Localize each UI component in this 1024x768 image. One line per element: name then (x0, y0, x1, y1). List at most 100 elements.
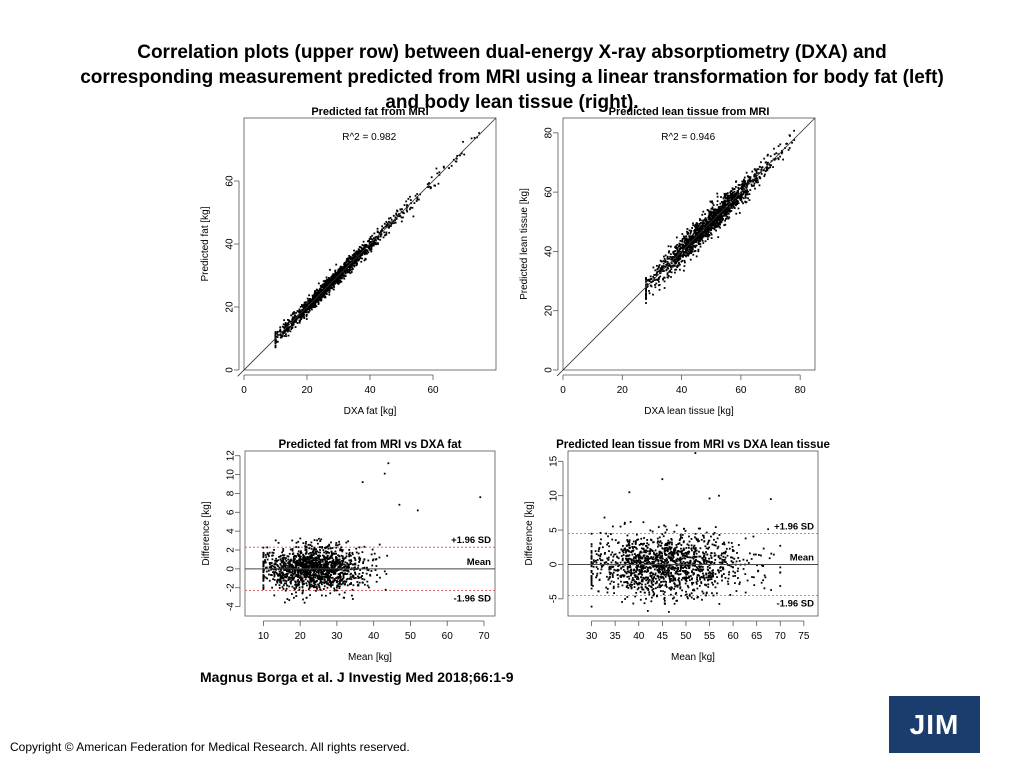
data-point (340, 583, 343, 586)
data-point (721, 561, 724, 563)
data-point (337, 566, 340, 569)
data-point (274, 339, 277, 342)
data-point (679, 254, 682, 257)
data-point (346, 268, 349, 271)
data-point (713, 220, 716, 223)
data-point (666, 257, 669, 260)
data-point (306, 308, 309, 311)
data-point (770, 164, 773, 167)
data-point (730, 203, 733, 205)
data-point (653, 279, 656, 281)
data-point (375, 243, 378, 246)
data-point (384, 225, 387, 228)
data-point (355, 264, 358, 267)
data-point (297, 562, 300, 565)
data-point (646, 557, 649, 560)
data-point (333, 273, 336, 276)
data-point (321, 295, 324, 298)
data-point (715, 220, 718, 222)
data-point (755, 170, 758, 173)
data-point (274, 336, 277, 338)
data-point (314, 306, 316, 308)
data-point (765, 166, 768, 168)
data-point (715, 209, 718, 212)
data-point (340, 554, 343, 557)
data-point (668, 250, 670, 253)
data-point (285, 328, 288, 330)
data-point (352, 262, 355, 265)
data-point (346, 572, 349, 575)
data-point (682, 269, 685, 272)
data-point (674, 254, 676, 257)
data-point (358, 249, 361, 252)
data-point (277, 573, 280, 576)
data-point (699, 243, 702, 245)
data-point (310, 562, 313, 565)
data-point (280, 580, 282, 583)
data-point (290, 579, 293, 582)
data-point (608, 545, 611, 548)
data-point (692, 241, 695, 244)
data-point (448, 167, 450, 169)
data-point (276, 581, 279, 584)
data-point (735, 202, 738, 205)
data-point (684, 239, 687, 242)
data-point (295, 560, 298, 563)
data-point (306, 575, 309, 577)
data-point (699, 225, 702, 228)
data-point (728, 216, 731, 219)
data-point (328, 567, 331, 570)
data-point (724, 210, 727, 213)
data-point (280, 575, 282, 578)
data-point (367, 240, 370, 243)
data-point (409, 195, 411, 198)
data-point (763, 587, 766, 590)
data-point (310, 302, 313, 305)
data-point (327, 281, 330, 284)
data-point (710, 225, 713, 228)
data-point (759, 166, 761, 168)
data-point (670, 258, 673, 261)
data-point (348, 577, 351, 580)
data-point (305, 309, 308, 312)
data-point (674, 593, 677, 595)
data-point (290, 565, 293, 568)
data-point (726, 210, 728, 213)
data-point (278, 578, 281, 581)
data-point (694, 246, 697, 249)
data-point (699, 245, 702, 248)
data-point (288, 320, 291, 322)
data-point (306, 557, 309, 560)
data-point (303, 557, 305, 559)
data-point (282, 331, 284, 333)
data-point (678, 258, 681, 260)
data-point (695, 237, 698, 240)
data-point (364, 249, 367, 251)
data-point (709, 200, 712, 203)
data-point (724, 196, 727, 199)
data-point (682, 541, 685, 544)
data-point (371, 559, 374, 562)
data-point (327, 583, 330, 586)
data-point (271, 551, 274, 554)
data-point (704, 218, 707, 220)
data-point (361, 581, 364, 584)
data-point (668, 263, 671, 266)
data-point (773, 153, 776, 156)
data-point (343, 566, 346, 569)
data-point (348, 559, 351, 562)
data-point (319, 559, 322, 562)
data-point (699, 547, 702, 550)
data-point (325, 276, 328, 279)
data-point (645, 302, 647, 304)
data-point (284, 579, 287, 582)
data-point (311, 563, 314, 566)
data-point (323, 555, 325, 557)
data-point (718, 219, 720, 222)
data-point (710, 201, 713, 204)
data-point (309, 564, 312, 566)
data-point (703, 222, 706, 225)
data-point (315, 559, 318, 561)
y-tick-label: 60 (544, 186, 555, 198)
